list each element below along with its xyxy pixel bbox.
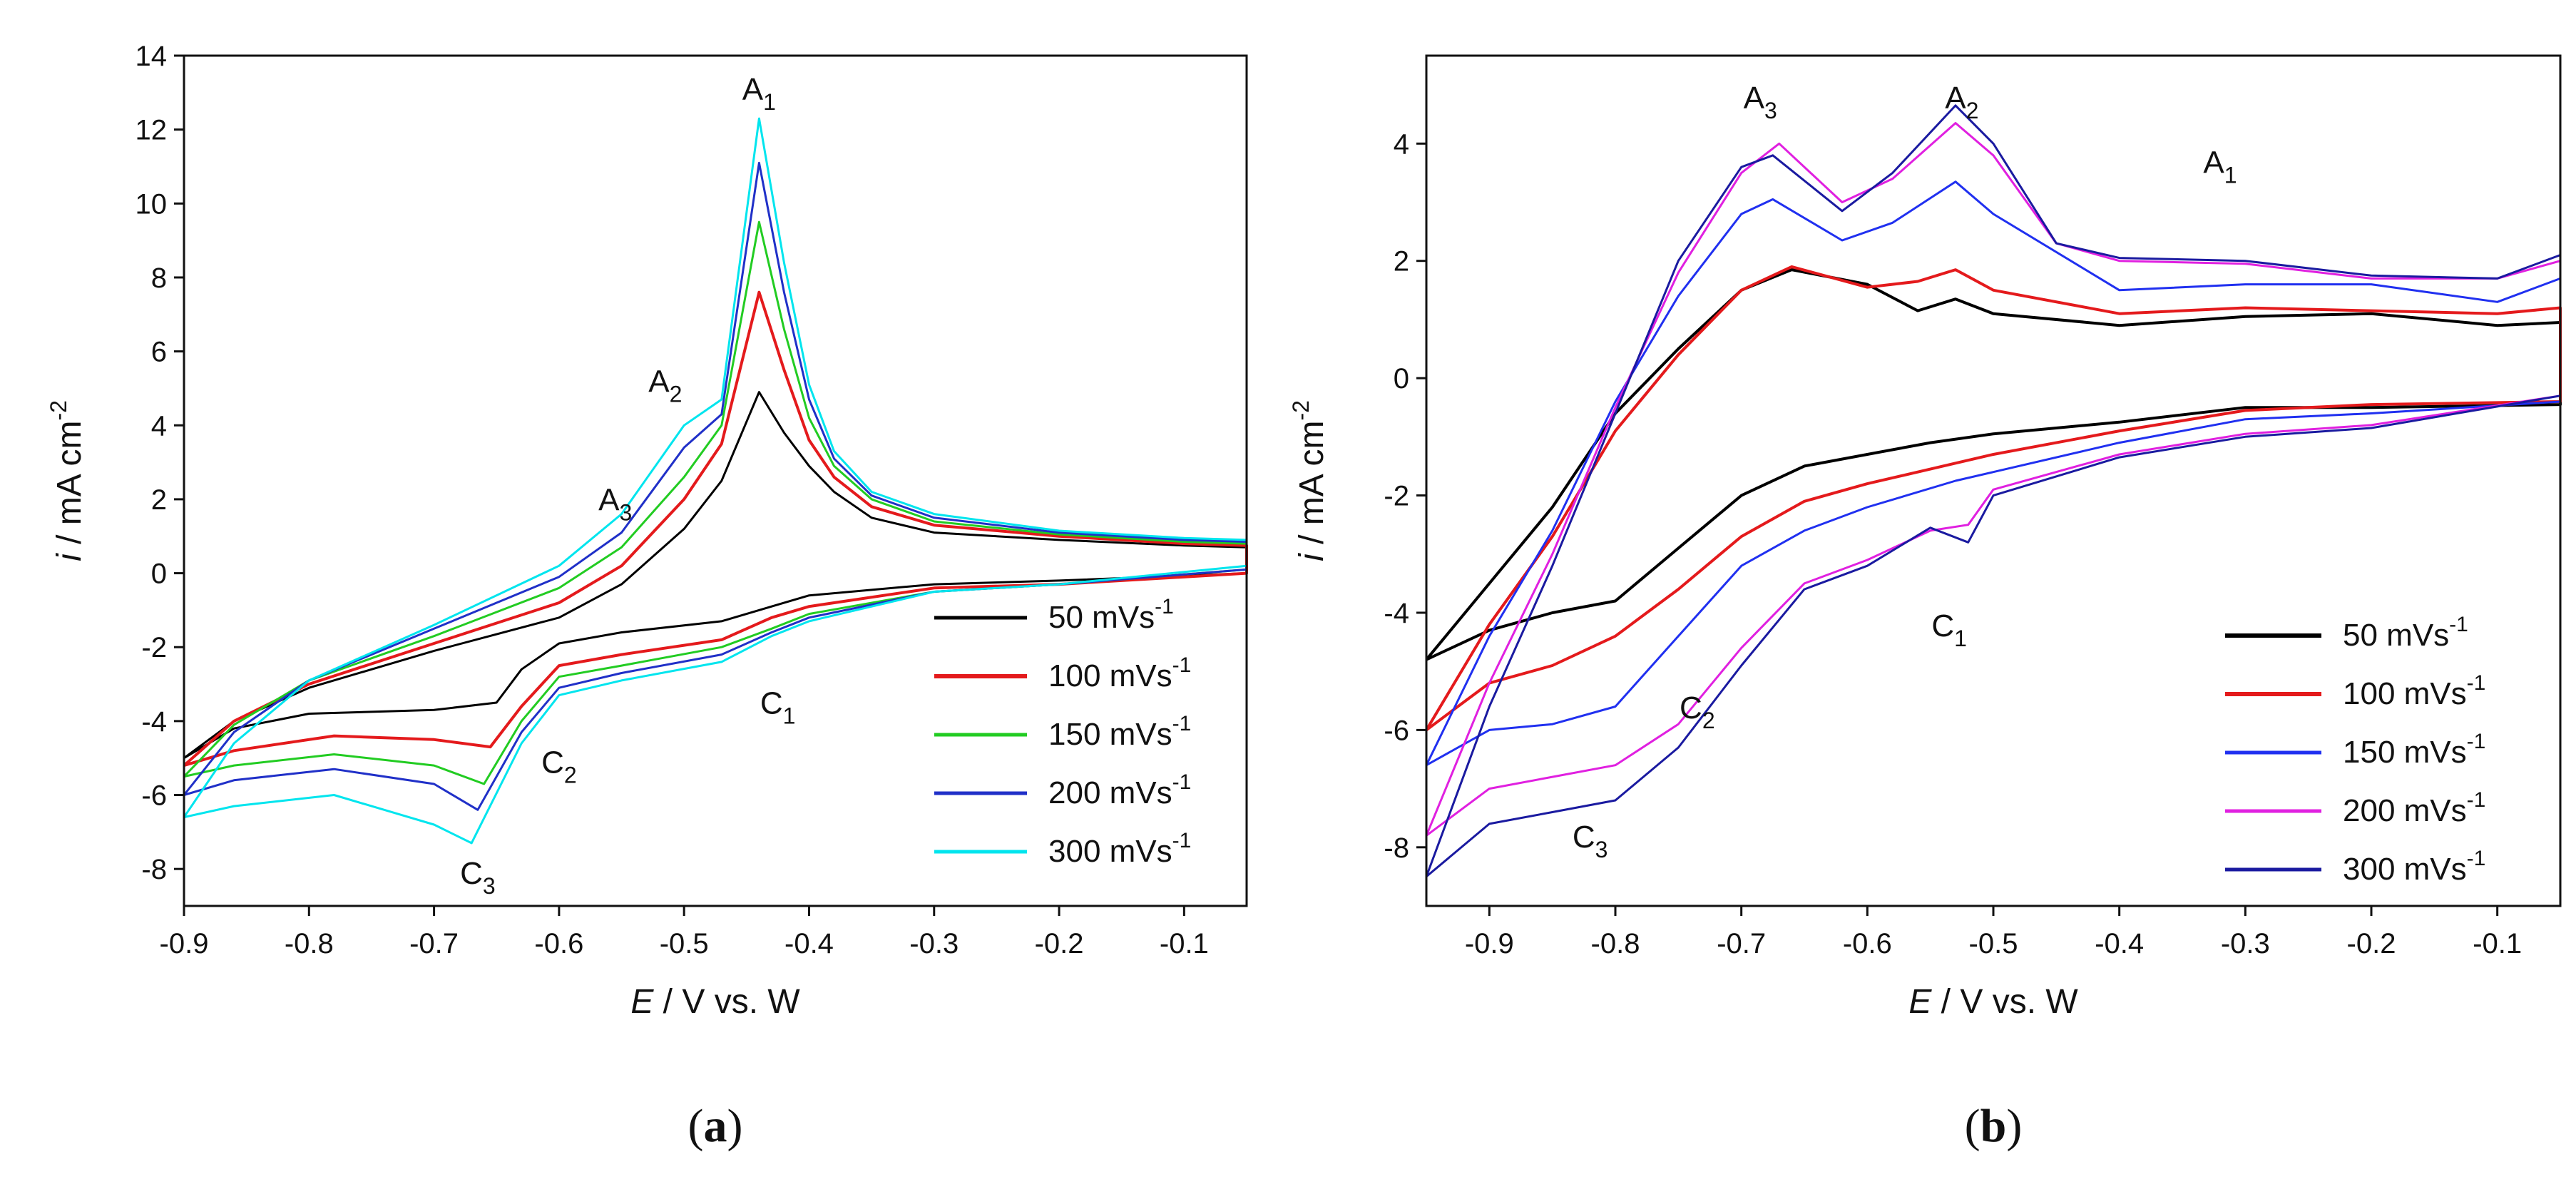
panel-b-series-line [1425,104,2562,878]
panel-a-label: (a) [688,1100,743,1152]
panel-b-x-tick-label: -0.3 [2221,928,2270,959]
panel-a-y-tick-label: -4 [141,706,167,738]
panel-b-legend-label: 100 mVs-1 [2343,671,2485,711]
panel-a-series [183,117,1248,845]
panel-b-legend-label: 50 mVs-1 [2343,613,2468,653]
panel-b-x-axis-label: E / V vs. W [1908,983,2078,1021]
panel-a-x-tick-label: -0.4 [784,928,834,959]
panel-a-y-tick-label: -2 [141,632,167,663]
panel-b-y-tick-label: 0 [1394,363,1409,394]
panel-b-y-tick-label: 2 [1394,246,1409,277]
panel-b-legend-label: 200 mVs-1 [2343,788,2485,828]
panel-a-x-axis-label: E / V vs. W [630,983,800,1021]
panel-b-annotations: A3 A2 A1 C1 C2 C3 [1573,81,2237,862]
panel-a-legend-label: 50 mVs-1 [1048,595,1174,635]
panel-a-x-tick-label: -0.2 [1035,928,1084,959]
panel-b-legend-label: 150 mVs-1 [2343,730,2485,770]
panel-b-peak-label: A2 [1945,81,1978,123]
panel-a-y-tick-label: 2 [151,484,167,516]
panel-b-y-axis-label: i / mA cm-2 [1288,400,1331,561]
panel-a-x-tick-label: -0.3 [909,928,959,959]
panel-a-y-tick-label: 10 [136,188,168,220]
panel-a-y-tick-label: -6 [141,780,167,812]
panel-a-legend-label: 200 mVs-1 [1048,770,1191,810]
panel-b-x-tick-label: -0.6 [1843,928,1892,959]
panel-b-series-line [1425,180,2562,767]
panel-b-peak-label: C2 [1680,691,1715,733]
panel-b-series [1425,104,2562,878]
panel-a-y-axis-label: i / mA cm-2 [46,400,88,561]
panel-b-series-line [1425,265,2562,732]
panel-b-peak-label: A1 [2203,145,2237,188]
panel-a-annotations: A1 A2 A3 C1 C2 C3 [460,72,795,899]
panel-a-peak-label: C1 [760,686,796,729]
panel-a-x-tick-label: -0.1 [1160,928,1209,959]
panel-a-ticks: -0.9 -0.8 -0.7 -0.6 -0.5 -0.4 -0.3 -0.2 -0.1 -8 -6… [136,41,1209,959]
panel-a-peak-label: A2 [648,365,682,407]
panel-a-y-tick-label: -8 [141,854,167,885]
panel-a-peak-label: A3 [598,482,632,525]
panel-a-legend-label: 300 mVs-1 [1048,829,1191,869]
panel-b-x-tick-label: -0.2 [2347,928,2396,959]
panel-a-legend-label: 150 mVs-1 [1048,712,1191,752]
panel-a-x-tick-label: -0.5 [660,928,709,959]
panel-b-x-tick-label: -0.7 [1717,928,1766,959]
panel-a-y-tick-label: 4 [151,410,167,442]
panel-a-y-tick-label: 0 [151,559,167,590]
panel-b-peak-label: A3 [1744,81,1777,123]
panel-a-y-tick-label: 6 [151,337,167,368]
panel-b-series-line [1425,122,2562,837]
panel-a-x-tick-label: -0.6 [534,928,583,959]
panel-a-y-tick-label: 14 [136,41,168,72]
panel-b-legend-label: 300 mVs-1 [2343,847,2485,887]
panel-b-x-tick-label: -0.9 [1465,928,1514,959]
panel-a-y-tick-label: 8 [151,263,167,294]
panel-a-y-tick-label: 12 [136,115,168,146]
panel-b-label: (b) [1965,1100,2023,1152]
panel-a-series-line [183,220,1248,785]
panel-a-peak-label: C3 [460,856,496,899]
panel-a-legend-label: 100 mVs-1 [1048,653,1191,693]
panel-b-ticks: -0.9 -0.8 -0.7 -0.6 -0.5 -0.4 -0.3 -0.2 -0.1 -8 -6… [1384,128,2522,959]
panel-a-x-tick-label: -0.7 [409,928,459,959]
panel-a-x-tick-label: -0.9 [160,928,209,959]
panel-a-x-tick-label: -0.8 [285,928,334,959]
panel-b-x-tick-label: -0.4 [2095,928,2144,959]
panel-a-series-line [183,290,1248,768]
panel-a-series-line [183,117,1248,845]
panel-a-legend: 50 mVs-1 100 mVs-1 150 mVs-1 200 mVs-1 300 m… [934,595,1191,869]
panel-a-plot-frame [183,54,1248,907]
panel-b-x-tick-label: -0.5 [1969,928,2018,959]
panel-b-y-tick-label: 4 [1394,128,1409,160]
panel-b-y-tick-label: -6 [1384,715,1409,746]
panel-b-y-tick-label: -2 [1384,481,1409,512]
panel-b-peak-label: C3 [1573,820,1608,862]
panel-a-peak-label: C2 [541,745,577,788]
panel-a-series-line [183,391,1248,759]
panel-b-peak-label: C1 [1931,608,1967,651]
panel-b-x-tick-label: -0.8 [1591,928,1640,959]
panel-b-legend: 50 mVs-1 100 mVs-1 150 mVs-1 200 mVs-1 300 m… [2225,613,2485,887]
panel-b-x-tick-label: -0.1 [2473,928,2522,959]
panel-b-y-tick-label: -8 [1384,832,1409,864]
panel-a-series-line [183,161,1248,811]
panel-b-y-tick-label: -4 [1384,598,1409,629]
panel-a-peak-label: A1 [742,72,776,115]
